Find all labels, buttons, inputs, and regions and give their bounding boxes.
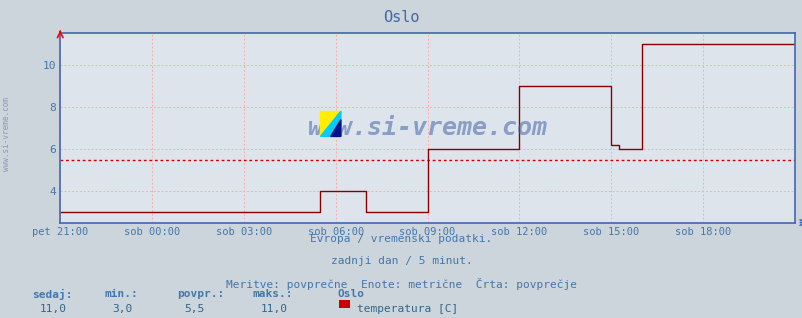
Polygon shape [320, 111, 340, 136]
Text: Evropa / vremenski podatki.: Evropa / vremenski podatki. [310, 234, 492, 244]
Polygon shape [330, 120, 340, 136]
Text: 5,5: 5,5 [184, 304, 205, 314]
Text: 11,0: 11,0 [261, 304, 288, 314]
Text: temperatura [C]: temperatura [C] [356, 304, 457, 314]
Text: www.si-vreme.com: www.si-vreme.com [307, 116, 547, 140]
Text: zadnji dan / 5 minut.: zadnji dan / 5 minut. [330, 256, 472, 266]
Text: sedaj:: sedaj: [32, 289, 72, 301]
Text: 11,0: 11,0 [40, 304, 67, 314]
Text: Meritve: povprečne  Enote: metrične  Črta: povprečje: Meritve: povprečne Enote: metrične Črta:… [225, 278, 577, 290]
Text: Oslo: Oslo [337, 289, 364, 299]
Text: 3,0: 3,0 [112, 304, 132, 314]
Text: www.si-vreme.com: www.si-vreme.com [2, 97, 11, 170]
Text: maks.:: maks.: [253, 289, 293, 299]
Text: povpr.:: povpr.: [176, 289, 224, 299]
Text: Oslo: Oslo [383, 10, 419, 24]
Polygon shape [320, 111, 340, 136]
Text: min.:: min.: [104, 289, 138, 299]
